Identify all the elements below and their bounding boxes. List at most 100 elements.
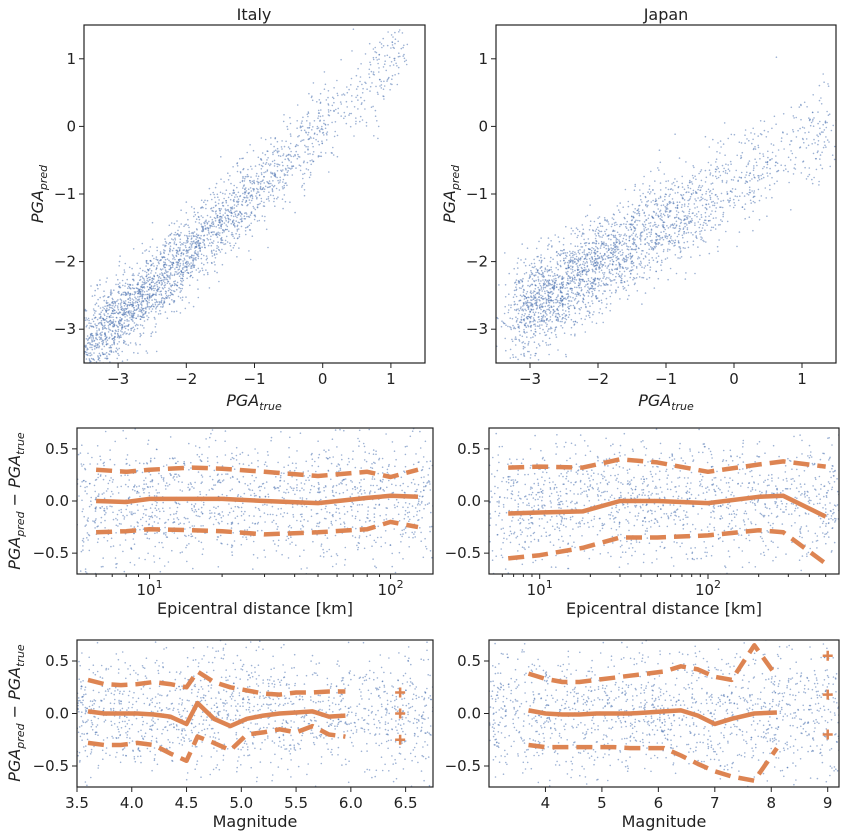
scatter-point	[128, 314, 131, 316]
scatter-point	[242, 192, 244, 195]
scatter-point	[321, 142, 324, 145]
scatter-point	[749, 199, 752, 202]
scatter-point	[74, 388, 76, 390]
scatter-point	[194, 250, 197, 252]
scatter-point	[191, 237, 193, 239]
scatter-point	[217, 231, 219, 234]
scatter-point	[133, 279, 135, 282]
scatter-point	[628, 270, 631, 273]
scatter-point	[669, 200, 671, 203]
scatter-point	[563, 312, 565, 315]
scatter-point	[637, 209, 639, 211]
scatter-point	[227, 204, 229, 207]
scatter-point	[601, 236, 603, 238]
scatter-point	[579, 282, 581, 285]
scatter-point	[620, 254, 622, 257]
scatter-point	[611, 223, 613, 226]
scatter-point	[700, 230, 703, 232]
scatter-point	[171, 263, 174, 266]
scatter-point	[378, 58, 380, 60]
scatter-point	[561, 296, 563, 298]
scatter-point	[722, 211, 725, 214]
scatter-point	[615, 256, 617, 259]
scatter-point	[547, 299, 550, 302]
scatter-point	[547, 344, 550, 346]
scatter-point	[631, 255, 633, 258]
scatter-point	[498, 284, 500, 286]
scatter-point	[170, 222, 173, 224]
scatter-point	[282, 181, 284, 183]
scatter-point	[236, 216, 238, 219]
scatter-point	[597, 285, 599, 288]
scatter-point	[756, 164, 758, 167]
scatter-point	[248, 224, 251, 227]
scatter-point	[372, 105, 374, 108]
scatter-point	[719, 152, 721, 154]
scatter-point	[155, 268, 157, 271]
scatter-point	[709, 174, 711, 176]
scatter-point	[146, 279, 148, 282]
scatter-point	[143, 313, 145, 316]
scatter-point	[537, 343, 540, 345]
scatter-point	[216, 233, 218, 235]
scatter-point	[601, 256, 603, 258]
scatter-point	[818, 184, 820, 186]
scatter-point	[69, 385, 71, 387]
scatter-point	[378, 53, 381, 56]
scatter-point	[126, 293, 128, 296]
scatter-point	[203, 240, 205, 242]
scatter-point	[678, 230, 681, 232]
scatter-point	[127, 287, 129, 290]
scatter-point	[99, 307, 102, 309]
scatter-point	[530, 290, 532, 292]
scatter-point	[186, 237, 189, 240]
scatter-point	[328, 171, 330, 173]
scatter-point	[285, 169, 287, 171]
scatter-point	[233, 237, 236, 239]
y-tick-label: −2	[54, 253, 76, 271]
scatter-point	[678, 217, 680, 220]
scatter-point	[221, 263, 224, 266]
scatter-point	[137, 299, 140, 301]
scatter-point	[696, 215, 698, 218]
scatter-point	[785, 168, 787, 170]
scatter-point	[173, 243, 176, 245]
scatter-point	[655, 226, 657, 228]
scatter-point	[397, 72, 400, 75]
scatter-point	[724, 169, 727, 172]
scatter-point	[371, 82, 373, 84]
scatter-point	[769, 159, 771, 161]
scatter-point	[116, 349, 119, 351]
scatter-point	[111, 344, 113, 346]
scatter-point	[515, 356, 517, 358]
scatter-point	[88, 358, 91, 360]
scatter-point	[106, 305, 108, 307]
scatter-point	[215, 210, 217, 212]
scatter-point	[595, 239, 597, 242]
scatter-point	[580, 242, 582, 245]
scatter-point	[126, 359, 129, 361]
scatter-point	[552, 312, 555, 314]
scatter-point	[609, 295, 612, 298]
scatter-point	[112, 304, 114, 307]
scatter-point	[212, 240, 215, 242]
scatter-point	[598, 271, 601, 273]
scatter-point	[521, 285, 524, 288]
scatter-point	[131, 301, 134, 303]
scatter-point	[546, 290, 548, 292]
scatter-point	[150, 295, 153, 297]
scatter-point	[579, 257, 582, 259]
scatter-point	[530, 271, 533, 274]
scatter-point	[557, 263, 559, 266]
scatter-point	[119, 316, 121, 319]
scatter-point	[91, 340, 94, 342]
scatter-point	[547, 237, 550, 239]
scatter-point	[253, 218, 256, 221]
scatter-point	[203, 221, 205, 224]
scatter-point	[524, 264, 527, 267]
scatter-point	[600, 299, 603, 302]
scatter-point	[544, 279, 546, 281]
scatter-point	[626, 220, 628, 223]
scatter-point	[776, 162, 779, 164]
scatter-point	[129, 317, 131, 319]
